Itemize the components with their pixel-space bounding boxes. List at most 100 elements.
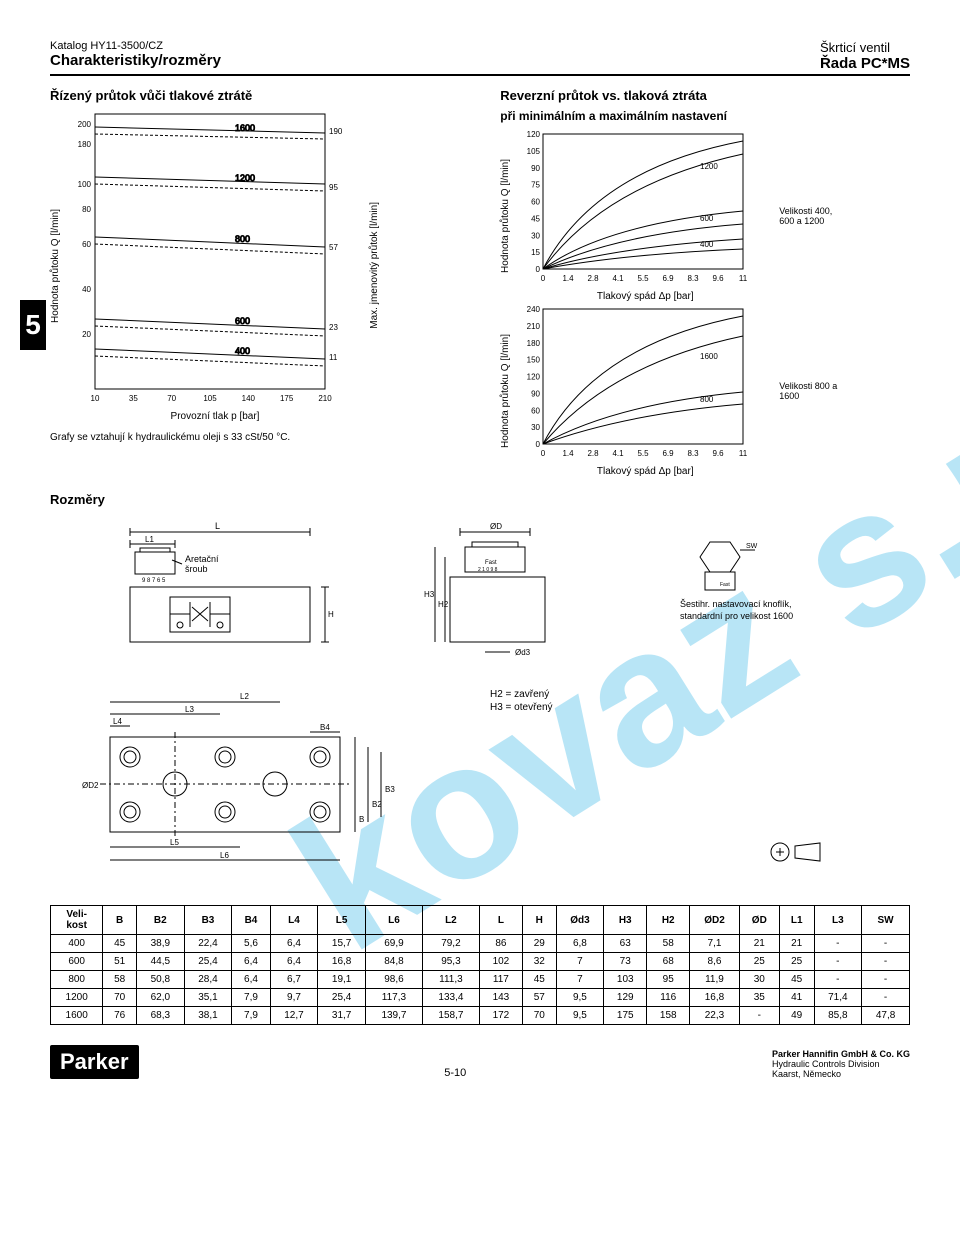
svg-text:11: 11 — [739, 274, 748, 283]
svg-text:Fast: Fast — [485, 560, 497, 566]
svg-text:90: 90 — [531, 164, 540, 173]
table-header: H3 — [604, 906, 647, 935]
svg-text:L: L — [215, 522, 220, 531]
svg-text:8.3: 8.3 — [688, 274, 700, 283]
table-header: L6 — [365, 906, 422, 935]
chart1-y2label: Max. jmenovitý průtok [l/min] — [369, 202, 380, 329]
svg-text:9.6: 9.6 — [713, 274, 725, 283]
parker-logo: Parker — [50, 1045, 139, 1079]
svg-text:B: B — [359, 815, 364, 824]
svg-text:0: 0 — [536, 265, 541, 274]
table-header: L2 — [422, 906, 479, 935]
svg-text:120: 120 — [527, 373, 541, 382]
svg-text:100: 100 — [78, 180, 92, 189]
table-header: L — [479, 906, 522, 935]
svg-text:B3: B3 — [385, 785, 395, 794]
svg-text:2.8: 2.8 — [588, 449, 600, 458]
table-header: H2 — [647, 906, 690, 935]
svg-text:9 8 7 6 5: 9 8 7 6 5 — [142, 578, 166, 584]
table-row: 8005850,828,46,46,719,198,6111,311745710… — [51, 971, 910, 989]
svg-text:1200: 1200 — [700, 162, 718, 171]
svg-text:40: 40 — [82, 285, 91, 294]
svg-text:20: 20 — [82, 330, 91, 339]
dimensions-table: Veli- kostBB2B3B4L4L5L6L2LHØd3H3H2ØD2ØDL… — [50, 905, 910, 1025]
svg-text:11: 11 — [739, 449, 748, 458]
svg-text:10: 10 — [91, 394, 100, 403]
svg-text:H: H — [328, 610, 334, 619]
svg-text:210: 210 — [318, 394, 332, 403]
svg-text:ØD: ØD — [490, 522, 502, 531]
svg-text:600: 600 — [700, 214, 714, 223]
table-header: ØD2 — [690, 906, 739, 935]
chart2a-note: Velikosti 400, 600 a 1200 — [779, 206, 849, 226]
table-header: L3 — [814, 906, 862, 935]
svg-text:H2 = zavřený: H2 = zavřený — [490, 689, 549, 700]
svg-text:210: 210 — [527, 322, 541, 331]
svg-text:190: 190 — [329, 127, 343, 136]
table-header: Veli- kost — [51, 906, 103, 935]
svg-text:60: 60 — [82, 240, 91, 249]
chart2b: 1600 800 240210180150120906030001.42.84.… — [515, 304, 775, 464]
svg-text:5.5: 5.5 — [638, 274, 650, 283]
table-header: B2 — [137, 906, 185, 935]
svg-text:240: 240 — [527, 305, 541, 314]
svg-text:L2: L2 — [240, 692, 249, 701]
svg-text:2 1 0 9 8: 2 1 0 9 8 — [478, 567, 498, 573]
svg-text:105: 105 — [527, 147, 541, 156]
page-header: Katalog HY11-3500/CZ Charakteristiky/roz… — [50, 40, 910, 76]
svg-text:L6: L6 — [220, 851, 229, 860]
table-header: B — [103, 906, 137, 935]
svg-text:H2: H2 — [438, 600, 449, 609]
chart2a: 1200 600 400 120105907560453015001.42 — [515, 129, 775, 289]
footer-division: Hydraulic Controls Division — [772, 1059, 910, 1069]
svg-text:90: 90 — [531, 389, 540, 398]
svg-text:2.8: 2.8 — [588, 274, 600, 283]
svg-text:1600: 1600 — [235, 123, 255, 133]
svg-text:L3: L3 — [185, 705, 194, 714]
svg-text:400: 400 — [235, 346, 250, 356]
svg-text:6.9: 6.9 — [663, 449, 675, 458]
table-row: 12007062,035,17,99,725,4117,3133,4143579… — [51, 989, 910, 1007]
svg-text:57: 57 — [329, 243, 338, 252]
table-header: H — [522, 906, 556, 935]
header-left-title: Charakteristiky/rozměry — [50, 52, 221, 69]
chart1-xlabel: Provozní tlak p [bar] — [171, 411, 260, 422]
svg-text:L5: L5 — [170, 838, 179, 847]
chart2b-ylabel: Hodnota průtoku Q [l/min] — [500, 334, 511, 448]
svg-text:5.5: 5.5 — [638, 449, 650, 458]
section-number: 5 — [20, 300, 46, 350]
footer-location: Kaarst, Německo — [772, 1069, 910, 1079]
table-header: L1 — [779, 906, 814, 935]
svg-text:60: 60 — [531, 406, 540, 415]
knob-note-2: standardní pro velikost 1600 — [680, 611, 793, 621]
svg-text:9.6: 9.6 — [713, 449, 725, 458]
svg-text:120: 120 — [527, 130, 541, 139]
svg-text:400: 400 — [700, 240, 714, 249]
svg-text:ØD2: ØD2 — [82, 781, 99, 790]
svg-text:23: 23 — [329, 323, 338, 332]
svg-text:1.4: 1.4 — [563, 449, 575, 458]
svg-text:35: 35 — [129, 394, 138, 403]
dimensions-title: Rozměry — [50, 492, 910, 507]
svg-text:SW: SW — [746, 543, 758, 550]
page-footer: Parker 5-10 Parker Hannifin GmbH & Co. K… — [50, 1045, 910, 1079]
chart1-ylabel: Hodnota průtoku Q [l/min] — [50, 209, 61, 323]
footer-company: Parker Hannifin GmbH & Co. KG — [772, 1049, 910, 1059]
svg-text:Aretační: Aretační — [185, 554, 219, 564]
svg-text:800: 800 — [700, 395, 714, 404]
svg-text:30: 30 — [531, 231, 540, 240]
table-header: L5 — [318, 906, 366, 935]
graphs-note: Grafy se vztahují k hydraulickému oleji … — [50, 432, 480, 443]
svg-text:H3 = otevřený: H3 = otevřený — [490, 702, 553, 713]
table-header: SW — [862, 906, 910, 935]
svg-text:1.4: 1.4 — [563, 274, 575, 283]
svg-text:4.1: 4.1 — [613, 274, 625, 283]
svg-text:6.9: 6.9 — [663, 274, 675, 283]
chart2a-ylabel: Hodnota průtoku Q [l/min] — [500, 159, 511, 273]
svg-text:L4: L4 — [113, 717, 122, 726]
svg-text:105: 105 — [203, 394, 217, 403]
table-row: 6005144,525,46,46,416,884,895,3102327736… — [51, 953, 910, 971]
dimension-drawings: L L1 9 8 7 6 5 Aretační šroub — [50, 522, 910, 892]
svg-text:140: 140 — [242, 394, 256, 403]
svg-text:95: 95 — [329, 183, 338, 192]
